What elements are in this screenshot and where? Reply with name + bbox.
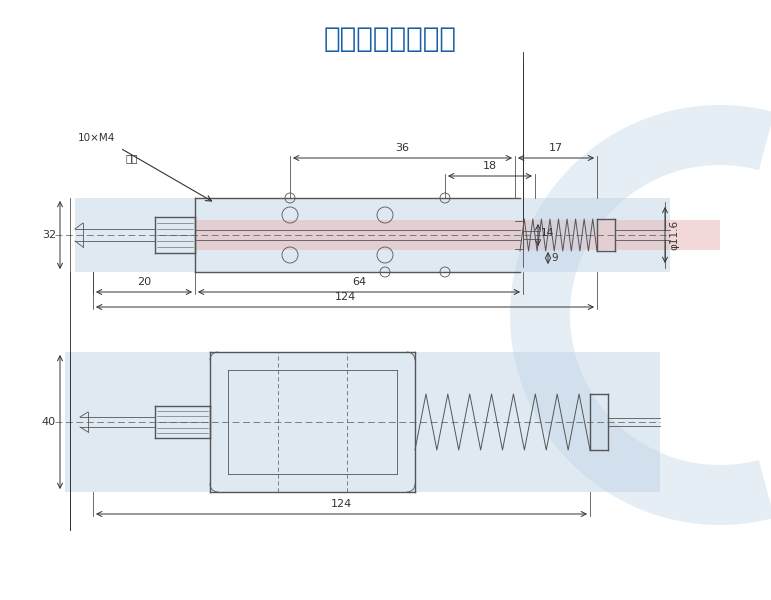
Text: 9: 9: [551, 253, 557, 263]
Polygon shape: [510, 105, 771, 525]
FancyBboxPatch shape: [65, 352, 660, 492]
Text: φ11.6: φ11.6: [669, 220, 679, 250]
Text: 36: 36: [396, 143, 409, 153]
Text: 40: 40: [42, 417, 56, 427]
Text: 10×M4: 10×M4: [78, 133, 115, 143]
Text: 对零: 对零: [125, 153, 137, 163]
Text: 32: 32: [42, 230, 56, 240]
Text: 18: 18: [483, 161, 497, 171]
Text: 64: 64: [352, 277, 366, 287]
FancyBboxPatch shape: [75, 198, 670, 272]
Text: 17: 17: [549, 143, 563, 153]
Text: 14: 14: [541, 228, 554, 238]
Text: 20: 20: [137, 277, 151, 287]
Text: 电磁铁外形尺寸图: 电磁铁外形尺寸图: [324, 25, 456, 53]
FancyBboxPatch shape: [195, 220, 720, 250]
Text: 124: 124: [331, 499, 352, 509]
Text: 124: 124: [335, 292, 355, 302]
